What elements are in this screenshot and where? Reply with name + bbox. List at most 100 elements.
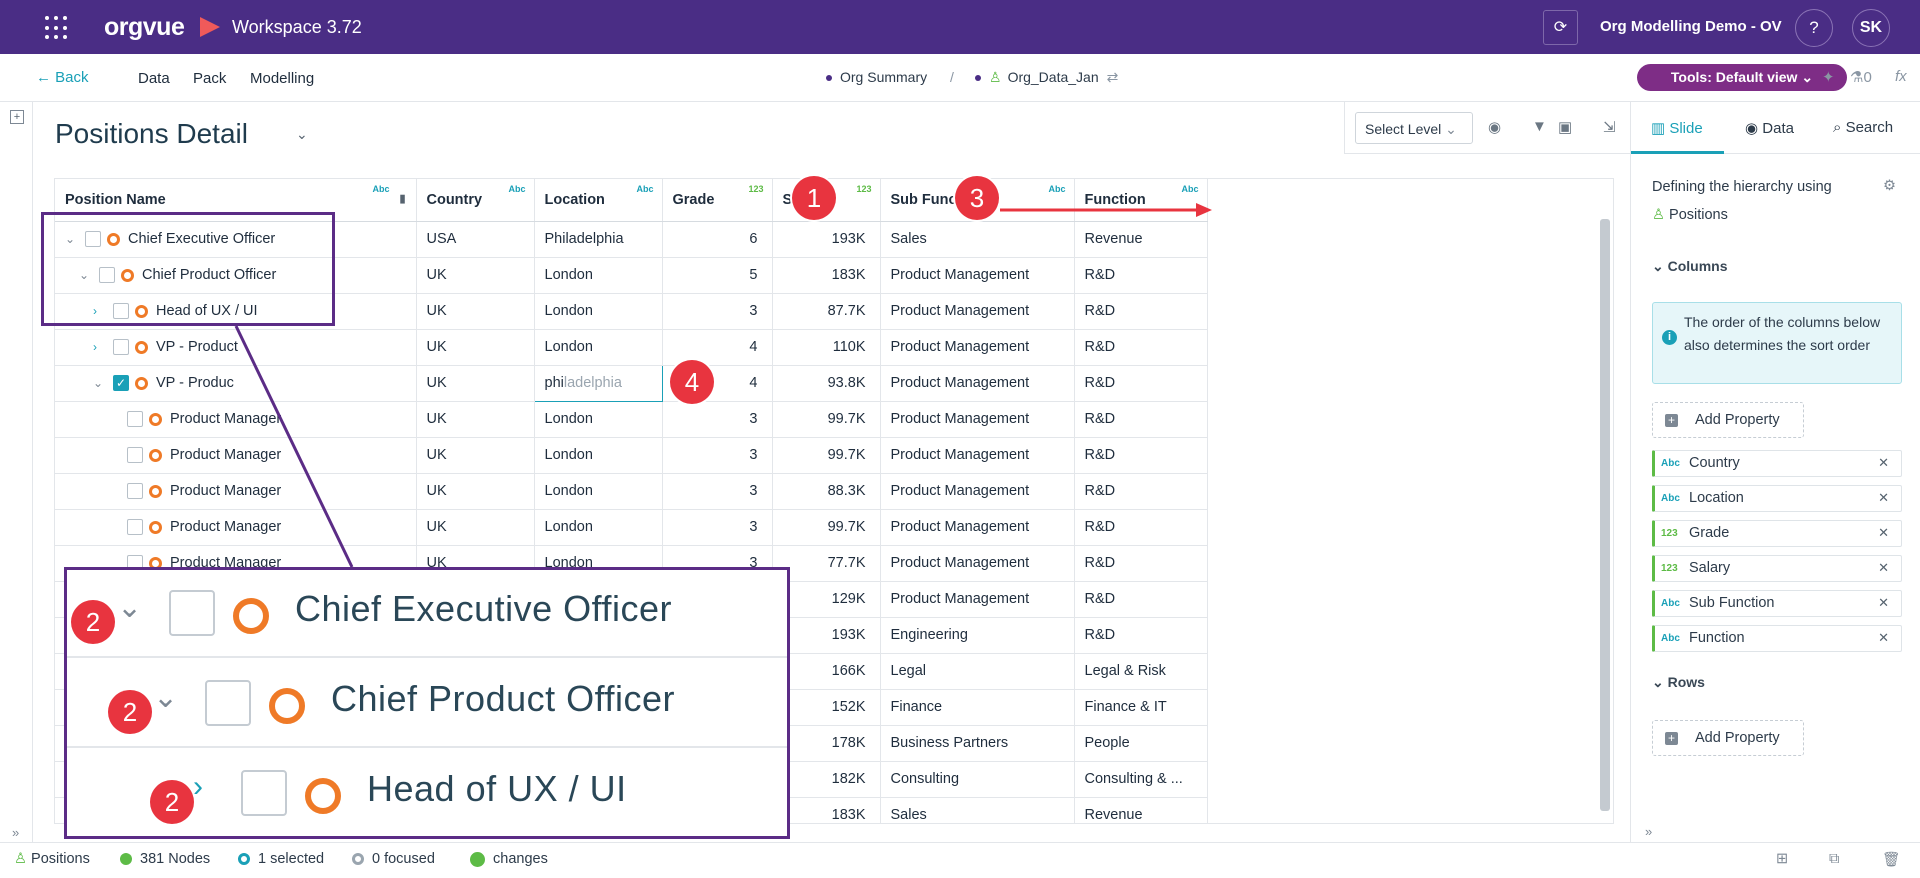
cell-function[interactable]: R&D <box>1074 509 1208 546</box>
help-button[interactable]: ? <box>1795 9 1833 47</box>
property-item[interactable]: 123 Salary ✕ <box>1652 555 1902 582</box>
nav-pack[interactable]: Pack <box>193 70 227 87</box>
cell-position-name[interactable]: Product Manager <box>55 509 417 546</box>
row-checkbox[interactable] <box>127 483 143 500</box>
filter-icon[interactable]: ▼ <box>1532 118 1547 135</box>
cell-salary[interactable]: 182K <box>772 761 881 798</box>
cell-function[interactable]: R&D <box>1074 257 1208 294</box>
cell-salary[interactable]: 93.8K <box>772 365 881 402</box>
close-icon[interactable]: ✕ <box>1878 490 1889 505</box>
cell-country[interactable]: UK <box>416 437 535 474</box>
cell-salary[interactable]: 183K <box>772 797 881 823</box>
cell-location[interactable]: London <box>534 509 663 546</box>
cell-salary[interactable]: 88.3K <box>772 473 881 510</box>
cell-sub-function[interactable]: Product Management <box>880 509 1075 546</box>
cell-salary[interactable]: 178K <box>772 725 881 762</box>
col-header-location[interactable]: Location Abc <box>534 179 663 222</box>
close-icon[interactable]: ✕ <box>1878 630 1889 645</box>
cell-function[interactable]: R&D <box>1074 329 1208 366</box>
breadcrumb-org-summary[interactable]: Org Summary <box>826 69 927 85</box>
cell-grade[interactable]: 5 <box>662 257 773 294</box>
property-item[interactable]: Abc Sub Function ✕ <box>1652 590 1902 617</box>
cell-function[interactable]: People <box>1074 725 1208 762</box>
columns-section-header[interactable]: ⌄ Columns <box>1652 258 1728 275</box>
status-changes[interactable]: changes <box>470 851 548 867</box>
property-item[interactable]: Abc Function ✕ <box>1652 625 1902 652</box>
row-checkbox-checked[interactable]: ✓ <box>113 375 129 392</box>
cell-grade[interactable]: 3 <box>662 473 773 510</box>
cell-salary[interactable]: 152K <box>772 689 881 726</box>
property-item[interactable]: 123 Grade ✕ <box>1652 520 1902 547</box>
cell-function[interactable]: R&D <box>1074 437 1208 474</box>
sync-icon[interactable]: ⟳ <box>1543 10 1578 45</box>
cell-function[interactable]: Consulting & ... <box>1074 761 1208 798</box>
nav-data[interactable]: Data <box>138 70 170 87</box>
cell-position-name[interactable]: › VP - Product <box>55 329 417 366</box>
vertical-scrollbar[interactable] <box>1600 219 1610 811</box>
cell-function[interactable]: R&D <box>1074 293 1208 330</box>
table-row[interactable]: ⌄ Chief Executive Officer USA Philadelphi… <box>55 221 1208 258</box>
export-icon[interactable]: ⇲ <box>1603 119 1616 136</box>
property-item[interactable]: Abc Country ✕ <box>1652 450 1902 477</box>
cell-salary[interactable]: 193K <box>772 221 881 258</box>
cell-salary[interactable]: 129K <box>772 581 881 618</box>
status-positions[interactable]: ♙ Positions <box>14 851 90 867</box>
cell-position-name[interactable]: Product Manager <box>55 473 417 510</box>
cell-location[interactable]: London <box>534 329 663 366</box>
cell-grade[interactable]: 3 <box>662 401 773 438</box>
add-property-button[interactable]: + Add Property <box>1652 402 1804 438</box>
tab-search[interactable]: ⌕ Search <box>1833 119 1893 136</box>
cell-country[interactable]: UK <box>416 365 535 402</box>
row-checkbox[interactable] <box>113 303 129 320</box>
cell-location[interactable]: London <box>534 257 663 294</box>
cell-function[interactable]: Revenue <box>1074 221 1208 258</box>
cell-grade[interactable]: 6 <box>662 221 773 258</box>
cell-sub-function[interactable]: Product Management <box>880 473 1075 510</box>
bookmark-icon[interactable]: ▮ <box>399 193 406 205</box>
cell-sub-function[interactable]: Product Management <box>880 401 1075 438</box>
col-header-country[interactable]: Country Abc <box>416 179 535 222</box>
cell-sub-function[interactable]: Engineering <box>880 617 1075 654</box>
status-nodes[interactable]: 381 Nodes <box>120 851 210 867</box>
close-icon[interactable]: ✕ <box>1878 525 1889 540</box>
col-header-function[interactable]: Function Abc <box>1074 179 1208 222</box>
row-checkbox[interactable] <box>85 231 101 248</box>
cell-sub-function[interactable]: Legal <box>880 653 1075 690</box>
cell-position-name[interactable]: Product Manager <box>55 401 417 438</box>
cell-sub-function[interactable]: Product Management <box>880 581 1075 618</box>
row-checkbox[interactable] <box>127 411 143 428</box>
cell-country[interactable]: UK <box>416 293 535 330</box>
chevron-down-icon[interactable]: ⌄ <box>93 375 104 390</box>
property-item[interactable]: Abc Location ✕ <box>1652 485 1902 512</box>
table-row[interactable]: Product Manager UK London 3 99.7K Produc… <box>55 509 1208 546</box>
expand-right-icon[interactable]: » <box>1645 824 1653 839</box>
cell-location[interactable]: London <box>534 473 663 510</box>
status-selected[interactable]: 1 selected <box>238 851 324 867</box>
cell-grade[interactable]: 3 <box>662 293 773 330</box>
cell-location[interactable]: London <box>534 293 663 330</box>
cell-grade[interactable]: 3 <box>662 509 773 546</box>
nav-modelling[interactable]: Modelling <box>250 70 315 87</box>
cell-country[interactable]: UK <box>416 509 535 546</box>
add-row-property-button[interactable]: + Add Property <box>1652 720 1804 756</box>
user-avatar[interactable]: SK <box>1852 9 1890 47</box>
tools-view-button[interactable]: Tools: Default view ⌄ <box>1637 64 1847 91</box>
cell-function[interactable]: R&D <box>1074 401 1208 438</box>
cell-function[interactable]: R&D <box>1074 545 1208 582</box>
expand-left-icon[interactable]: » <box>12 825 20 840</box>
hierarchy-value[interactable]: ♙ Positions <box>1652 207 1728 223</box>
chevron-down-icon[interactable]: ⌄ <box>79 267 90 282</box>
cell-function[interactable]: Revenue <box>1074 797 1208 823</box>
cell-function[interactable]: Legal & Risk <box>1074 653 1208 690</box>
cell-sub-function[interactable]: Product Management <box>880 293 1075 330</box>
chevron-right-icon[interactable]: › <box>93 303 97 318</box>
app-launcher-icon[interactable] <box>45 16 69 40</box>
table-row[interactable]: › Head of UX / UI UK London 3 87.7K Produ… <box>55 293 1208 330</box>
cell-position-name[interactable]: ⌄ Chief Executive Officer <box>55 221 417 258</box>
cell-sub-function[interactable]: Sales <box>880 221 1075 258</box>
cell-location[interactable]: Philadelphia <box>534 221 663 258</box>
comments-icon[interactable]: ▣ <box>1558 119 1573 136</box>
cell-sub-function[interactable]: Product Management <box>880 257 1075 294</box>
chevron-down-icon[interactable]: ⌄ <box>65 231 76 246</box>
cell-country[interactable]: UK <box>416 257 535 294</box>
